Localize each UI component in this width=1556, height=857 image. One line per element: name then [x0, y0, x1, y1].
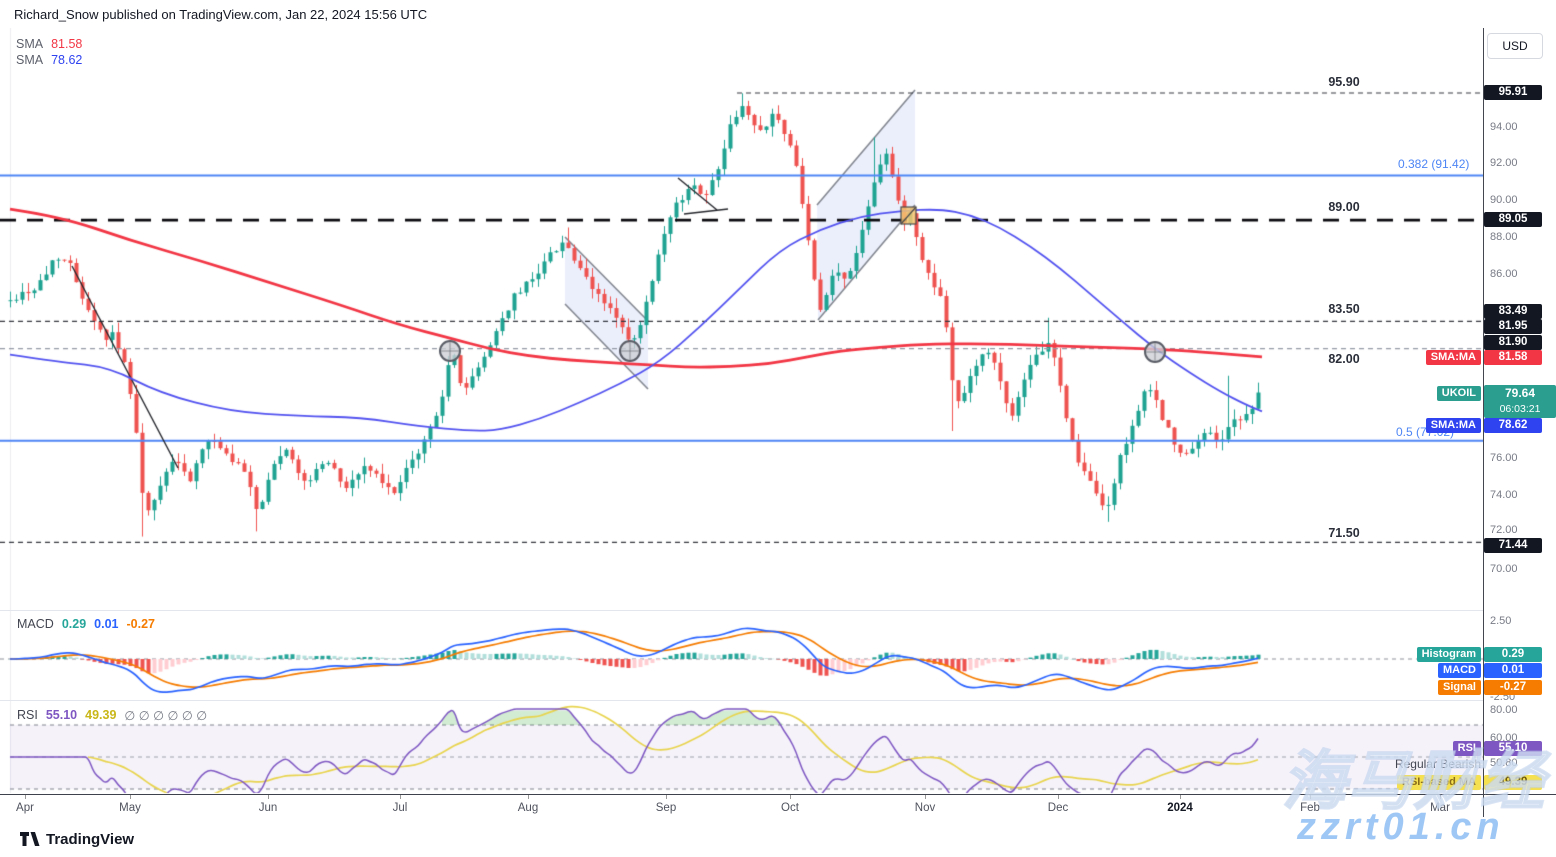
- macd-hist-value: 0.29: [61, 617, 87, 631]
- axis-series-pill: Signal: [1437, 680, 1481, 695]
- price-badge: 0.01: [1484, 663, 1542, 678]
- time-axis-label: Aug: [517, 802, 539, 814]
- time-axis-border: [0, 794, 1556, 795]
- time-axis-label: Sep: [655, 802, 677, 814]
- price-tick: 80.00: [1490, 704, 1518, 716]
- time-axis-tick: [1180, 795, 1181, 799]
- price-chart-canvas[interactable]: [0, 28, 1483, 795]
- macd-signal-value: -0.27: [126, 617, 156, 631]
- publish-attribution: Richard_Snow published on TradingView.co…: [14, 7, 428, 22]
- time-axis-tick: [790, 795, 791, 799]
- tradingview-logo-icon[interactable]: [20, 832, 40, 846]
- time-axis-label: Jul: [392, 802, 408, 814]
- sma2-label: SMA: [16, 53, 44, 67]
- axis-series-label: Regular Bearish: [1394, 757, 1481, 771]
- macd-legend[interactable]: MACD 0.29 0.01 -0.27: [17, 617, 155, 631]
- watermark-url-text: zzrt01.cn: [1297, 806, 1505, 848]
- watermark-chinese-text: 海马财经: [1281, 744, 1546, 818]
- time-axis-label: Feb: [1300, 802, 1320, 814]
- price-tick: 74.00: [1490, 489, 1518, 501]
- price-badge: 49.39: [1484, 775, 1542, 790]
- rsi-empty-markers: ∅ ∅ ∅ ∅ ∅ ∅: [124, 709, 208, 723]
- time-axis-tick: [268, 795, 269, 799]
- macd-pane-separator[interactable]: [0, 610, 1556, 611]
- bar-countdown: 06:03:21: [1499, 403, 1541, 415]
- time-axis-label: Dec: [1047, 802, 1069, 814]
- price-level-label: 83.50: [1328, 302, 1360, 316]
- rsi-value: 55.10: [45, 708, 78, 722]
- time-axis-tick: [1440, 795, 1441, 799]
- sma2-value: 78.62: [51, 53, 83, 67]
- price-tick: 94.00: [1490, 121, 1518, 133]
- price-level-label: 71.50: [1328, 526, 1360, 540]
- time-axis-label: Apr: [16, 802, 34, 814]
- price-badge: 89.05: [1484, 212, 1542, 227]
- fib-level-label: 0.382 (91.42): [1398, 157, 1470, 171]
- time-axis-tick: [528, 795, 529, 799]
- price-axis[interactable]: 94.00 92.00 90.00 88.00 86.00 76.00 74.00 72.00…: [1483, 28, 1556, 820]
- time-axis-tick: [130, 795, 131, 799]
- price-tick: 70.00: [1490, 563, 1518, 575]
- rsi-ma-value: 49.39: [85, 708, 117, 722]
- currency-toggle-button[interactable]: USD: [1487, 33, 1543, 59]
- tradingview-brand-text[interactable]: TradingView: [46, 831, 135, 848]
- price-badge: 71.44: [1484, 538, 1542, 553]
- time-axis-label: May: [119, 802, 141, 814]
- price-level-label: 95.90: [1328, 75, 1360, 89]
- price-badge: 78.62: [1484, 418, 1542, 433]
- rsi-label: RSI: [17, 708, 38, 722]
- sma2-legend[interactable]: SMA 78.62: [16, 53, 82, 67]
- macd-label: MACD: [17, 617, 54, 631]
- price-badge: -0.27: [1484, 680, 1542, 695]
- sma1-legend[interactable]: SMA 81.58: [16, 37, 82, 51]
- time-axis-tick: [25, 795, 26, 799]
- price-tick: 2.50: [1490, 615, 1512, 627]
- time-axis-tick: [666, 795, 667, 799]
- axis-series-pill: RSI: [1452, 741, 1481, 756]
- sma1-label: SMA: [16, 37, 44, 51]
- time-axis-tick: [1058, 795, 1059, 799]
- time-axis-label: Mar: [1430, 802, 1450, 814]
- price-badge: 0.29: [1484, 647, 1542, 662]
- price-tick: 86.00: [1490, 268, 1518, 280]
- price-badge: 81.90: [1484, 335, 1542, 350]
- price-tick: 76.00: [1490, 452, 1518, 464]
- last-price-value: 79.64: [1504, 386, 1536, 400]
- time-axis-tick: [1310, 795, 1311, 799]
- axis-series-pill: SMA:MA: [1425, 418, 1481, 433]
- macd-line-value: 0.01: [94, 617, 119, 631]
- price-tick: 72.00: [1490, 524, 1518, 536]
- axis-series-pill: UKOIL: [1436, 386, 1481, 401]
- last-price-badge: 79.64 06:03:21: [1484, 385, 1556, 418]
- footer-bar: TradingView: [0, 820, 1556, 857]
- price-tick: 90.00: [1490, 194, 1518, 206]
- time-axis-label: Nov: [914, 802, 936, 814]
- price-tick: 92.00: [1490, 157, 1518, 169]
- axis-series-pill: Histogram: [1416, 647, 1481, 662]
- price-badge: 81.95: [1484, 319, 1542, 334]
- time-axis-label: Oct: [781, 802, 799, 814]
- price-level-label: 82.00: [1328, 352, 1360, 366]
- time-axis[interactable]: Apr May Jun Jul Aug Sep Oct Nov Dec 2024 Feb Mar: [0, 795, 1556, 820]
- price-tick: 88.00: [1490, 231, 1518, 243]
- time-axis-tick: [925, 795, 926, 799]
- price-badge: 55.10: [1484, 741, 1542, 756]
- axis-series-pill: MACD: [1438, 663, 1481, 678]
- time-axis-tick: [400, 795, 401, 799]
- price-tick: 50.80: [1490, 757, 1518, 769]
- price-badge: 81.58: [1484, 350, 1542, 365]
- time-axis-label: Jun: [258, 802, 278, 814]
- price-badge: 95.91: [1484, 85, 1542, 100]
- axis-series-pill: SMA:MA: [1425, 350, 1481, 365]
- price-level-label: 89.00: [1328, 200, 1360, 214]
- time-axis-label: 2024: [1167, 802, 1193, 814]
- axis-series-pill: RSI-based MA: [1397, 775, 1481, 790]
- sma1-value: 81.58: [51, 37, 83, 51]
- price-axis-border: [1483, 28, 1484, 820]
- price-badge: 83.49: [1484, 304, 1542, 319]
- rsi-pane-separator[interactable]: [0, 700, 1556, 701]
- rsi-legend[interactable]: RSI 55.10 49.39 ∅ ∅ ∅ ∅ ∅ ∅: [17, 708, 207, 723]
